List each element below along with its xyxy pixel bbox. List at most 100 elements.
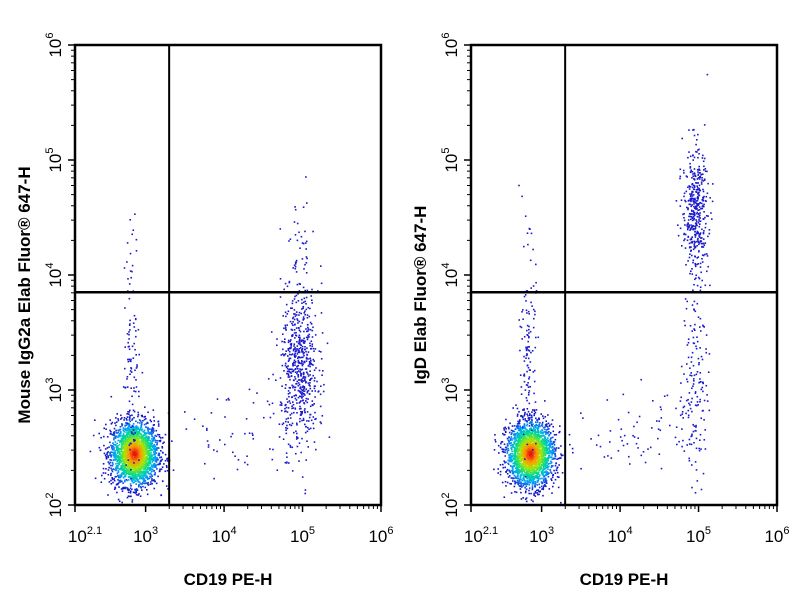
event-dot xyxy=(513,446,515,449)
event-dot xyxy=(136,453,139,456)
event-dot xyxy=(544,464,547,467)
event-dot xyxy=(285,427,287,429)
event-dot xyxy=(111,470,114,473)
event-dot xyxy=(547,475,550,478)
event-dot xyxy=(147,411,149,414)
event-dot xyxy=(123,267,126,269)
event-dot xyxy=(152,431,154,434)
event-dot xyxy=(544,426,546,428)
event-dot xyxy=(151,468,154,471)
event-dot xyxy=(291,322,293,325)
event-dot xyxy=(519,488,522,490)
event-dot xyxy=(137,457,139,460)
event-dot xyxy=(141,456,144,458)
event-dot xyxy=(543,452,545,455)
event-dot xyxy=(107,494,109,496)
event-dot xyxy=(541,445,543,448)
event-dot xyxy=(149,475,151,478)
event-dot xyxy=(106,447,109,449)
event-dot xyxy=(112,468,114,470)
event-dot xyxy=(144,486,147,489)
event-dot xyxy=(552,482,555,484)
event-dot xyxy=(101,474,103,477)
event-dot xyxy=(236,468,239,471)
event-dot xyxy=(286,401,289,403)
event-dot xyxy=(135,420,137,423)
event-dot xyxy=(144,406,146,408)
event-dot xyxy=(113,431,116,433)
event-dot xyxy=(110,433,112,435)
event-dot xyxy=(107,451,109,453)
event-dot xyxy=(299,347,302,349)
event-dot xyxy=(127,491,130,494)
event-dot xyxy=(545,460,547,462)
event-dot xyxy=(127,470,129,472)
event-dot xyxy=(303,402,306,405)
event-dot xyxy=(532,423,534,425)
event-dot xyxy=(554,472,557,474)
event-dot xyxy=(136,462,139,464)
event-dot xyxy=(535,466,538,469)
event-dot xyxy=(136,439,139,441)
event-dot xyxy=(309,413,311,416)
event-dot xyxy=(153,430,155,432)
event-dot xyxy=(292,363,294,366)
event-dot xyxy=(154,451,157,454)
event-dot xyxy=(126,468,128,471)
event-dot xyxy=(141,457,144,459)
event-dot xyxy=(522,497,524,499)
event-dot xyxy=(289,368,292,371)
event-dot xyxy=(143,440,146,442)
event-dot xyxy=(109,441,111,444)
event-dot xyxy=(113,447,115,449)
event-dot xyxy=(133,376,136,379)
event-dot xyxy=(129,447,131,450)
event-dot xyxy=(514,454,517,457)
event-dot xyxy=(164,470,167,473)
event-dot xyxy=(119,435,121,438)
event-dot xyxy=(145,449,147,451)
event-dot xyxy=(113,449,115,451)
event-dot xyxy=(284,362,287,365)
event-dot xyxy=(116,472,119,475)
event-dot xyxy=(119,426,122,428)
event-dot xyxy=(287,341,290,344)
event-dot xyxy=(125,464,127,466)
event-dot xyxy=(100,436,102,439)
event-dot xyxy=(136,468,138,470)
event-dot xyxy=(124,466,127,468)
event-dot xyxy=(135,470,138,473)
event-dot xyxy=(293,345,295,347)
event-dot xyxy=(531,445,534,448)
event-dot xyxy=(103,427,105,430)
event-dot xyxy=(524,435,526,438)
event-dot xyxy=(306,338,309,341)
event-dot xyxy=(531,421,533,423)
event-dot xyxy=(306,257,308,260)
event-dot xyxy=(519,426,522,429)
event-dot xyxy=(117,471,120,473)
event-dot xyxy=(125,459,127,462)
event-dot xyxy=(139,495,142,497)
event-dot xyxy=(305,381,308,383)
event-dot xyxy=(137,479,139,481)
event-dot xyxy=(298,390,301,392)
event-dot xyxy=(149,445,151,447)
event-dot xyxy=(110,423,113,425)
event-dot xyxy=(142,454,145,457)
event-dot xyxy=(294,267,297,270)
event-dot xyxy=(519,485,522,488)
event-dot xyxy=(537,444,539,446)
event-dot xyxy=(141,415,143,418)
event-dot xyxy=(148,428,151,430)
event-dot xyxy=(151,426,154,429)
event-dot xyxy=(541,481,544,484)
event-dot xyxy=(293,221,296,223)
event-dot xyxy=(105,456,107,458)
event-dot xyxy=(539,491,541,493)
event-dot xyxy=(279,377,282,379)
event-dot xyxy=(102,463,105,465)
event-dot xyxy=(279,401,282,403)
event-dot xyxy=(117,450,119,453)
